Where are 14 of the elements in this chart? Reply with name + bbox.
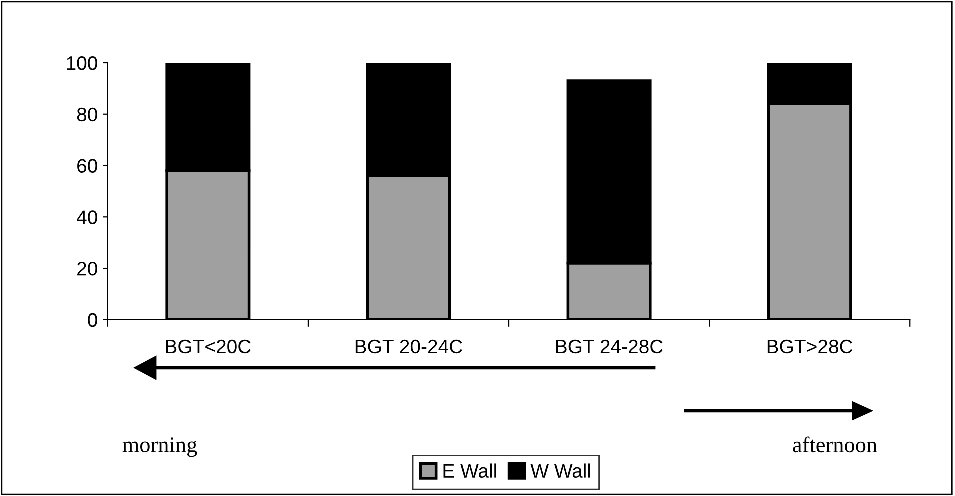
y-tick-label: 60 bbox=[78, 159, 98, 173]
x-tick-label: BGT>28C bbox=[768, 340, 853, 354]
y-tick-label: 20 bbox=[78, 262, 98, 276]
text: afternoon bbox=[793, 436, 878, 453]
y-tick-label: 40 bbox=[77, 210, 98, 224]
x-tick-label: BGT 24-28C bbox=[556, 340, 663, 354]
x-tick-label: BGT 20-24C bbox=[356, 340, 462, 354]
text: morning bbox=[122, 438, 198, 458]
legend-label: W Wall bbox=[530, 464, 590, 478]
legend-label: E Wall bbox=[444, 464, 496, 478]
y-tick-label: 100 bbox=[67, 56, 98, 70]
x-tick-label: BGT<20C bbox=[166, 340, 251, 354]
y-tick-label: 0 bbox=[88, 313, 98, 328]
y-tick-label: 80 bbox=[77, 108, 98, 122]
